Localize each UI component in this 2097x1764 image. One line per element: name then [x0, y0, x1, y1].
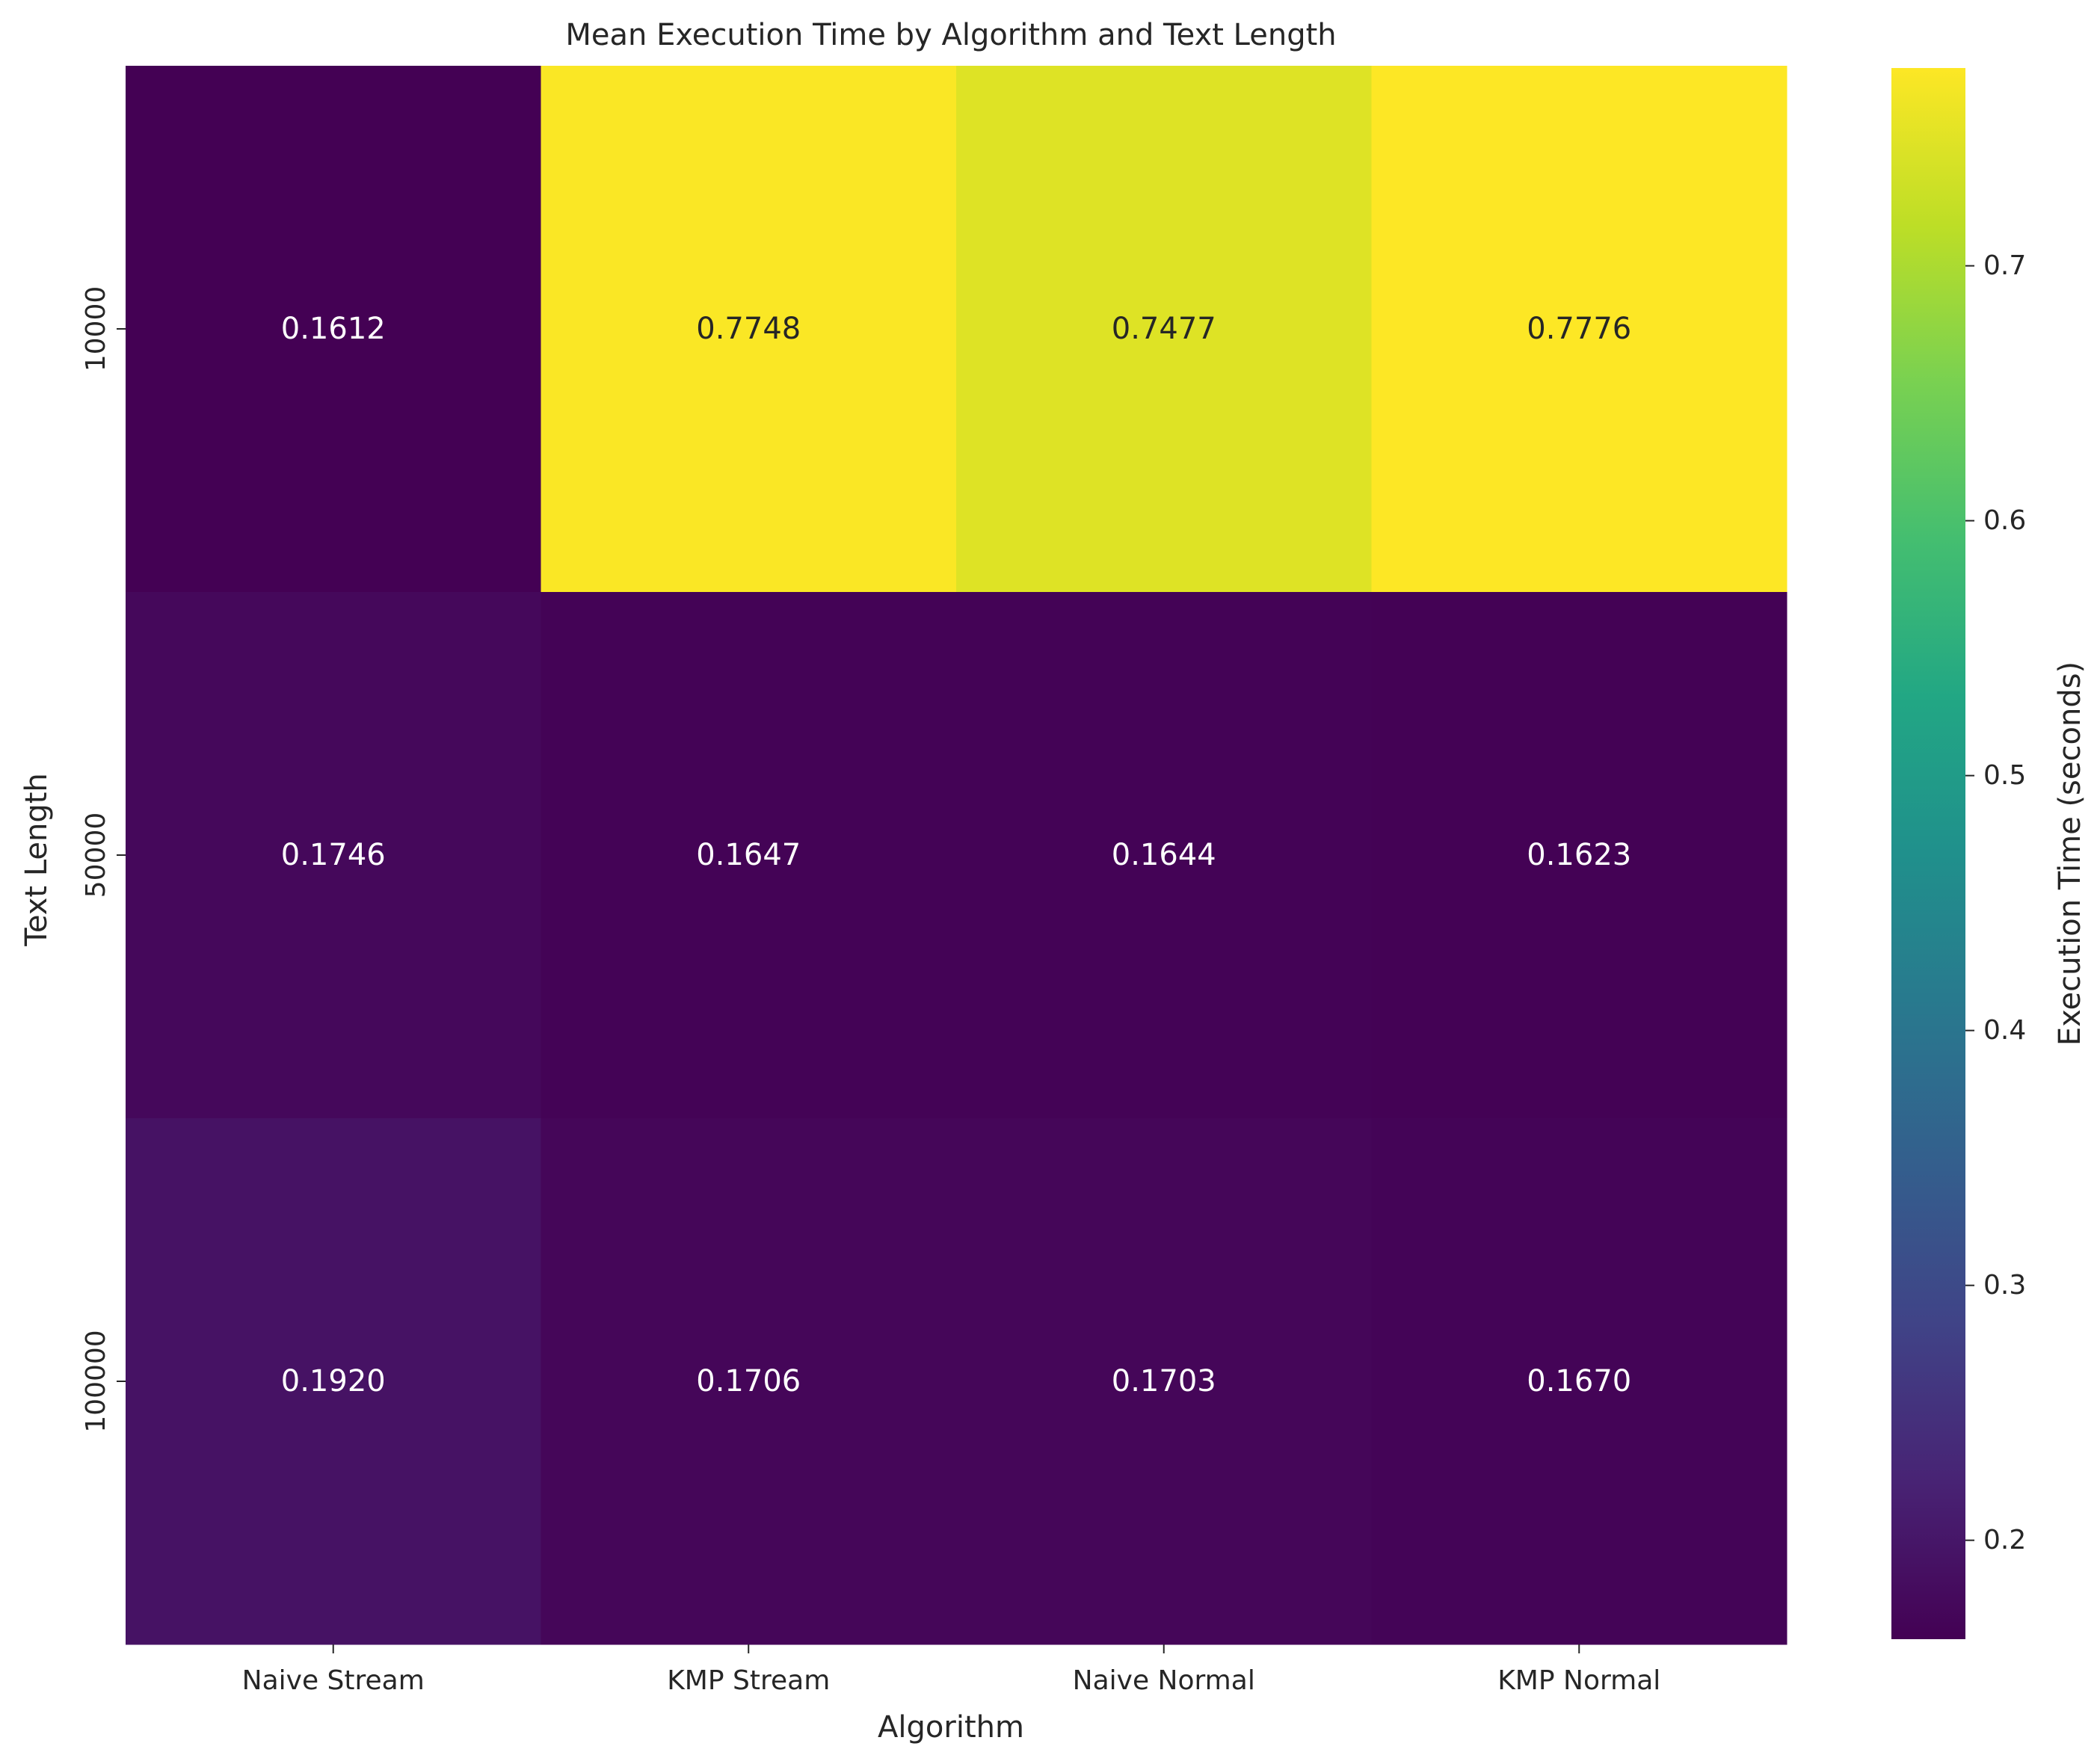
heatmap-cell-label: 0.1612	[281, 312, 386, 346]
heatmap-cell-label: 0.1706	[696, 1364, 801, 1398]
heatmap-cell	[956, 592, 1372, 1119]
heatmap-cell-label: 0.7776	[1527, 312, 1631, 346]
colorbar-tick-label: 0.5	[1983, 760, 2026, 791]
y-axis: 10000 50000 100000	[81, 286, 126, 1433]
heatmap-cell-label: 0.1920	[281, 1364, 386, 1398]
heatmap-cell	[126, 592, 541, 1119]
colorbar-label: Execution Time (seconds)	[2053, 662, 2087, 1046]
heatmap-cell	[541, 1118, 957, 1645]
heatmap-cell-label: 0.1644	[1112, 838, 1216, 872]
y-axis-label: Text Length	[19, 773, 54, 947]
heatmap-cell	[541, 592, 957, 1119]
x-tick-label: KMP Stream	[667, 1665, 830, 1696]
y-tick-label: 50000	[81, 812, 111, 898]
colorbar-tick-label: 0.2	[1983, 1525, 2026, 1555]
colorbar-tick-label: 0.7	[1983, 250, 2026, 281]
heatmap-cell-label: 0.1703	[1112, 1364, 1216, 1398]
heatmap-cell	[541, 66, 957, 593]
colorbar-gradient	[1891, 68, 1965, 1639]
heatmap-cell-label: 0.1746	[281, 838, 386, 872]
heatmap-cell	[1371, 592, 1787, 1119]
colorbar	[1891, 68, 1965, 1639]
heatmap-cell-label: 0.1647	[696, 838, 801, 872]
chart-title: Mean Execution Time by Algorithm and Tex…	[565, 18, 1336, 52]
colorbar-tick-label: 0.6	[1983, 505, 2026, 536]
x-tick-label: KMP Normal	[1497, 1665, 1660, 1696]
heatmap-cell-label: 0.7477	[1112, 312, 1216, 346]
x-tick-label: Naive Normal	[1073, 1665, 1255, 1696]
heatmap-cell-label: 0.1670	[1527, 1364, 1631, 1398]
heatmap-cell	[126, 1118, 541, 1645]
y-tick-label: 100000	[81, 1330, 111, 1432]
heatmap-cell	[956, 1118, 1372, 1645]
colorbar-ticks: 0.2 0.3 0.4 0.5 0.6 0.7	[1965, 250, 2026, 1555]
x-axis-label: Algorithm	[878, 1710, 1024, 1745]
colorbar-tick-label: 0.4	[1983, 1015, 2026, 1046]
heatmap-cell-label: 0.7748	[696, 312, 801, 346]
colorbar-tick-label: 0.3	[1983, 1270, 2026, 1301]
x-tick-label: Naive Stream	[242, 1665, 425, 1696]
heatmap-cell	[956, 66, 1372, 593]
heatmap-cell	[1371, 1118, 1787, 1645]
heatmap-annotations: 0.1612 0.7748 0.7477 0.7776 0.1746 0.1647 0.16…	[281, 312, 1631, 1398]
y-tick-label: 10000	[81, 286, 111, 372]
heatmap-cell-label: 0.1623	[1527, 838, 1631, 872]
heatmap-cell	[126, 66, 541, 593]
heatmap-cell	[1371, 66, 1787, 593]
heatmap-cells	[126, 66, 1787, 1645]
x-axis: Naive Stream KMP Stream Naive Normal KMP No…	[242, 1644, 1660, 1696]
